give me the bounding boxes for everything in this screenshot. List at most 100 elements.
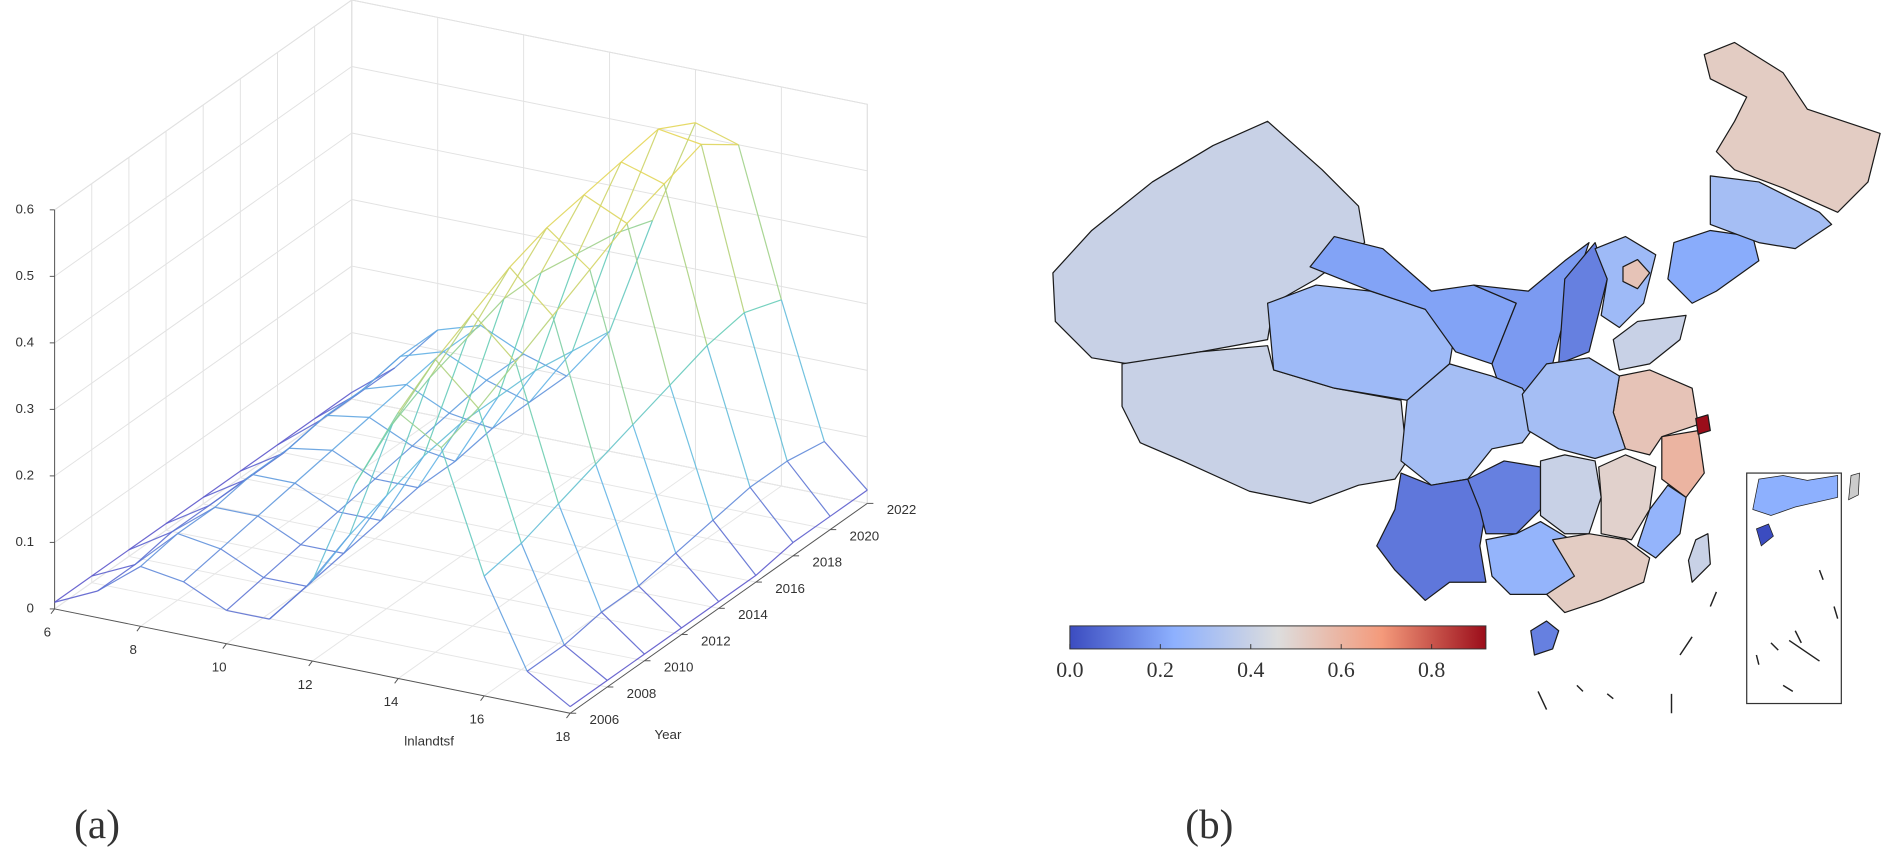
surface-mesh (202, 470, 241, 498)
surface-mesh (583, 161, 622, 196)
surface-mesh (706, 345, 751, 488)
surface-mesh (644, 627, 682, 655)
colorbar-tick-label: 0.4 (1237, 658, 1264, 682)
surface-mesh (460, 298, 505, 424)
tick-mark (566, 712, 571, 719)
surface-mesh (380, 455, 425, 521)
surface-mesh (374, 478, 419, 489)
surface-mesh (440, 407, 479, 449)
surface-mesh (294, 482, 339, 513)
surface-mesh (497, 272, 542, 398)
surface-mesh (177, 532, 221, 550)
tick-mark (480, 695, 485, 701)
surface-mesh (449, 412, 493, 430)
surface-mesh (509, 266, 554, 317)
surface-mesh (423, 422, 462, 457)
surface-mesh (311, 534, 350, 582)
surface-mesh (546, 227, 591, 271)
surface-mesh (177, 506, 216, 535)
surface-mesh (368, 416, 413, 447)
surface-mesh (411, 445, 456, 462)
surface-mesh (540, 252, 579, 274)
surface-mesh (343, 495, 388, 554)
surface-mesh (423, 338, 468, 457)
surface-mesh (128, 531, 173, 551)
z-tick-label: 0.2 (15, 467, 34, 482)
x-tick-label: 6 (44, 625, 51, 640)
surface-mesh (529, 375, 567, 403)
boundary-dashes (1537, 569, 1839, 714)
grid-line (314, 424, 831, 531)
region (1687, 533, 1711, 583)
surface-mesh (434, 359, 479, 409)
surface-mesh (577, 161, 622, 254)
surface-mesh (780, 299, 825, 442)
panel-label: (b) (1185, 801, 1233, 848)
surface-mesh (165, 505, 210, 525)
surface-mesh (503, 227, 548, 300)
surface-mesh (509, 227, 548, 268)
surface-mesh (429, 337, 468, 379)
surface-mesh (515, 315, 554, 363)
surface-mesh (620, 128, 659, 163)
z-tick-label: 0 (27, 600, 34, 615)
region (1622, 258, 1651, 290)
colorbar-tick-label: 0.2 (1147, 658, 1174, 682)
x-tick-label: 10 (212, 659, 227, 674)
surface-mesh (491, 370, 536, 429)
grid-line (203, 503, 719, 609)
surface-mesh (171, 505, 210, 533)
surface-mesh (128, 523, 167, 551)
surface-mesh (443, 351, 487, 381)
surface-mesh (314, 391, 353, 420)
surface-mesh (552, 269, 591, 317)
surface-mesh (626, 183, 665, 224)
z-tick-label: 0.4 (15, 334, 34, 349)
z-tick-label: 0.5 (15, 268, 34, 283)
surface-mesh (626, 223, 671, 386)
surface-mesh (606, 653, 645, 681)
surface-mesh (380, 487, 419, 521)
surface-mesh (589, 223, 628, 271)
surface-mesh (569, 679, 608, 708)
surface-mesh (226, 577, 264, 611)
surface-mesh (386, 455, 425, 496)
surface-mesh (294, 449, 333, 484)
surface-mesh (608, 220, 654, 332)
surface-mesh (54, 575, 93, 603)
y-tick-label: 2012 (701, 633, 731, 648)
surface-mesh (337, 511, 381, 522)
surface-mesh (277, 419, 321, 446)
surface-mesh (577, 232, 616, 254)
surface-mesh (257, 482, 296, 517)
surface-mesh (669, 384, 714, 521)
x-tick-label: 16 (470, 712, 485, 727)
surface-mesh (325, 388, 364, 416)
grid-line (240, 477, 756, 583)
surface-mesh (257, 515, 302, 546)
colorbar-tick-label: 0.8 (1418, 658, 1445, 682)
z-tick-label: 0.6 (15, 201, 34, 216)
surface-mesh (343, 520, 382, 554)
surface-mesh (563, 644, 608, 681)
surface-mesh (397, 359, 436, 413)
surface-mesh (331, 416, 370, 451)
colorbar-tick-label: 0.6 (1328, 658, 1355, 682)
surface-mesh (526, 670, 571, 708)
surface-mesh (477, 407, 522, 544)
surface-mesh (214, 473, 253, 508)
surface-mesh (563, 611, 602, 646)
surface-mesh (638, 585, 682, 629)
surface-mesh (269, 585, 307, 620)
surface-mesh (477, 361, 517, 409)
surface-mesh (354, 423, 393, 484)
surface-mesh (326, 414, 370, 418)
surface-mesh (472, 312, 516, 363)
region (1598, 454, 1657, 541)
surface-mesh (658, 128, 702, 145)
surface-mesh (171, 506, 216, 533)
surface-mesh (288, 414, 327, 449)
surface-mesh (534, 252, 579, 371)
surface-mesh (466, 298, 505, 339)
